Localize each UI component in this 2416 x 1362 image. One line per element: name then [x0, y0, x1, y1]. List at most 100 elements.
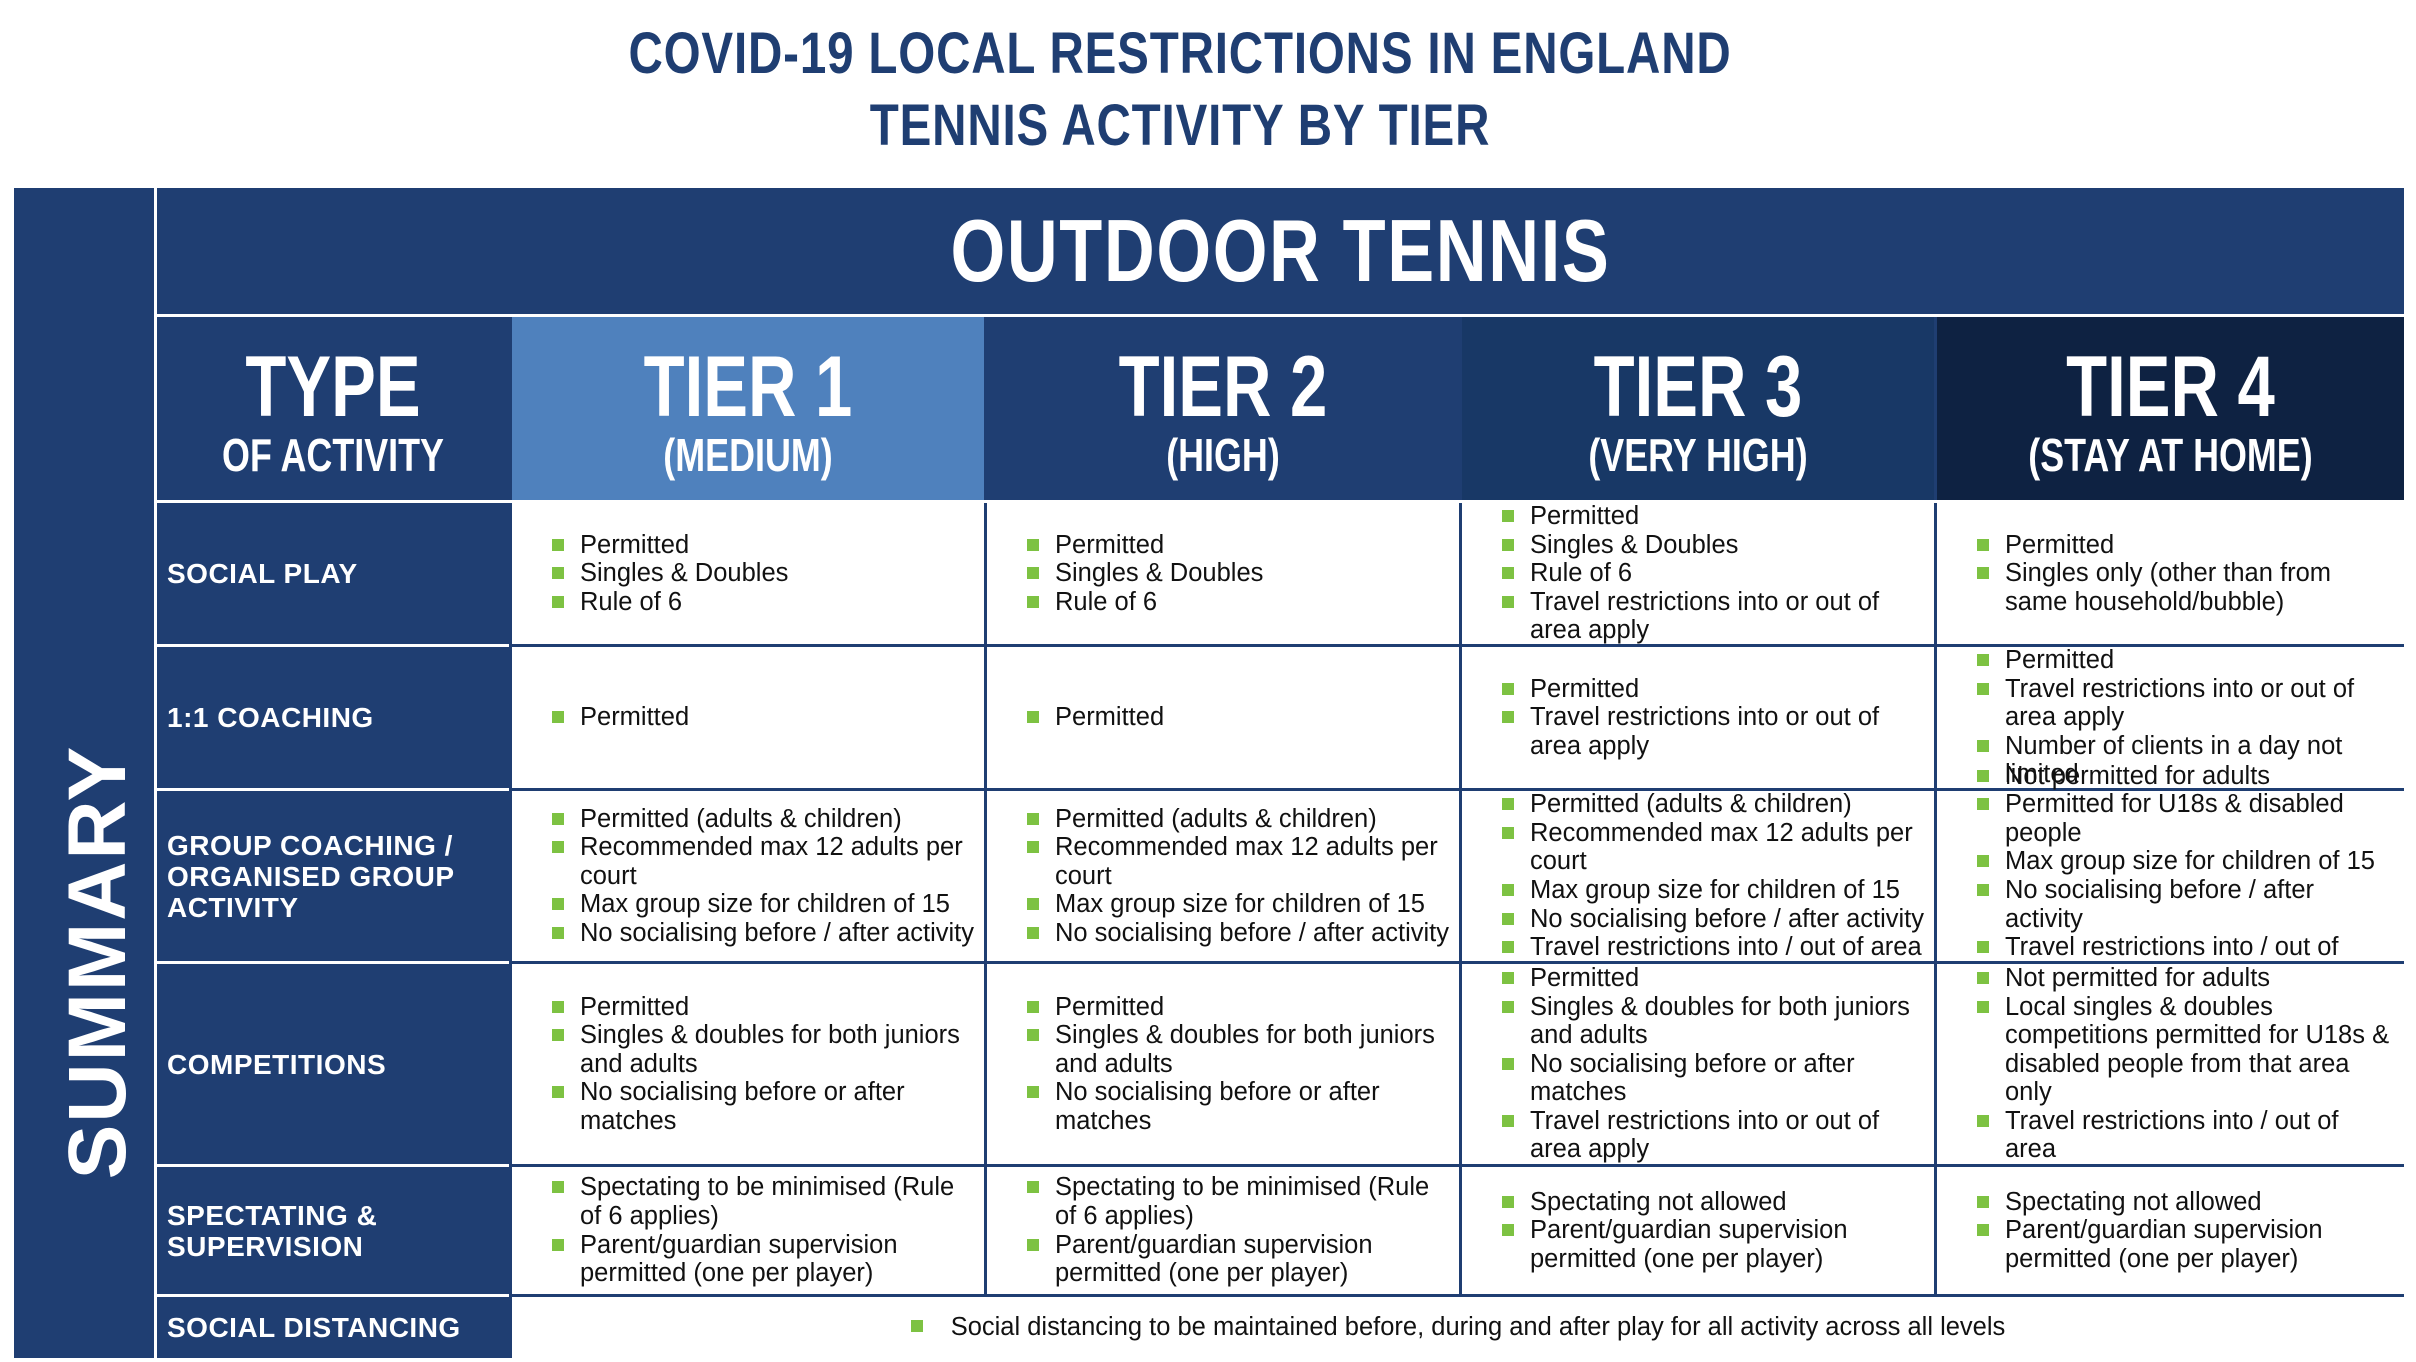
list-item: Parent/guardian supervision permitted (o… [1025, 1231, 1449, 1288]
list-item: Singles & doubles for both juniors and a… [1025, 1021, 1449, 1078]
list-item: Max group size for children of 15 [1025, 890, 1449, 919]
column-header-subtitle: (STAY AT HOME) [2028, 429, 2313, 481]
list-item: Max group size for children of 15 [550, 890, 974, 919]
column-header-1: TIER 1 (MEDIUM) [512, 317, 984, 500]
summary-label: SUMMARY [52, 744, 143, 1180]
list-item: Spectating not allowed [1975, 1188, 2394, 1217]
table-cell-tier-1: Spectating to be minimised (Rule of 6 ap… [512, 1167, 984, 1294]
list-item: Singles & Doubles [1025, 559, 1263, 588]
column-header-subtitle: OF ACTIVITY [222, 429, 444, 481]
list-item: Number of clients in a day not limited [1975, 732, 2394, 789]
list-item: Permitted [1500, 964, 1924, 993]
list-item: Permitted for U18s & disabled people [1975, 790, 2394, 847]
page-subtitle: TENNIS ACTIVITY BY TIER [869, 93, 1491, 158]
restriction-list: Permitted [550, 703, 689, 732]
list-item: Travel restrictions into or out of area … [1500, 703, 1924, 760]
list-item: Permitted [1500, 675, 1924, 704]
restriction-list: Permitted Singles & doubles for both juni… [550, 993, 974, 1136]
restriction-list: Not permitted for adults Local singles & … [1975, 964, 2394, 1164]
list-item: Parent/guardian supervision permitted (o… [1975, 1216, 2394, 1273]
table-cell-tier-2: Permitted (adults & children) Recommended… [987, 791, 1459, 961]
table-cell-tier-2: Permitted Singles & doubles for both juni… [987, 964, 1459, 1164]
list-item: Travel restrictions into or out of area … [1500, 1107, 1924, 1164]
column-header-title: TIER 3 [1593, 339, 1803, 435]
column-header-title: TYPE [245, 339, 421, 435]
list-item: Not permitted for adults [1975, 762, 2394, 791]
list-item: No socialising before or after matches [550, 1078, 974, 1135]
list-item: Permitted [550, 531, 788, 560]
divider [157, 500, 2404, 503]
table-cell-tier-1: Permitted [512, 647, 984, 788]
list-item: Permitted [1025, 703, 1164, 732]
list-item: Rule of 6 [550, 588, 788, 617]
list-item: Travel restrictions into / out of area [1975, 1107, 2394, 1164]
list-item: Permitted [1975, 646, 2394, 675]
column-header-subtitle: (MEDIUM) [663, 429, 833, 481]
restriction-list: Permitted (adults & children) Recommended… [1500, 790, 1924, 962]
table-cell-tier-4: Permitted Travel restrictions into or out… [1937, 646, 2404, 789]
restriction-list: Spectating not allowed Parent/guardian su… [1975, 1188, 2394, 1274]
divider [157, 788, 509, 791]
restriction-list: Permitted (adults & children) Recommended… [1025, 805, 1449, 948]
restriction-list: Permitted Travel restrictions into or out… [1500, 675, 1924, 761]
list-item: Travel restrictions into or out of area … [1500, 588, 1924, 645]
row-label: 1:1 COACHING [167, 702, 374, 733]
restriction-list: Permitted [1025, 703, 1164, 732]
list-item: No socialising before or after matches [1500, 1050, 1924, 1107]
list-item: Singles & doubles for both juniors and a… [1500, 993, 1924, 1050]
list-item: Permitted (adults & children) [550, 805, 974, 834]
list-item: Max group size for children of 15 [1500, 876, 1924, 905]
table-cell-tier-4: Permitted Singles only (other than from s… [1937, 503, 2404, 644]
divider [154, 188, 157, 1358]
restriction-list: Not permitted for adults Permitted for U1… [1975, 762, 2394, 991]
table-cell-tier-4: Spectating not allowed Parent/guardian su… [1937, 1167, 2404, 1294]
list-item: Singles & doubles for both juniors and a… [550, 1021, 974, 1078]
row-label: COMPETITIONS [167, 1048, 387, 1080]
list-item: Rule of 6 [1025, 588, 1263, 617]
column-header-2: TIER 2 (HIGH) [987, 317, 1459, 500]
restriction-list: Permitted Singles & doubles for both juni… [1025, 993, 1449, 1136]
list-item: Permitted [550, 993, 974, 1022]
table-cell-tier-2: Spectating to be minimised (Rule of 6 ap… [987, 1167, 1459, 1294]
row-label: GROUP COACHING / ORGANISED GROUP ACTIVIT… [167, 829, 455, 923]
section-heading: OUTDOOR TENNIS [950, 201, 1611, 300]
list-item: No socialising before or after matches [1025, 1078, 1449, 1135]
table-cell-tier-3: Permitted Travel restrictions into or out… [1462, 647, 1934, 788]
column-header-0: TYPE OF ACTIVITY [157, 317, 509, 500]
table-cell-tier-4: Not permitted for adults Permitted for U1… [1937, 762, 2404, 990]
restriction-list: Permitted Singles only (other than from s… [1975, 531, 2394, 617]
restriction-list: Permitted Singles & doubles for both juni… [1500, 964, 1924, 1164]
restriction-list: Permitted Singles & Doubles Rule of 6 Trave… [1500, 502, 1924, 645]
table-cell-tier-2: Permitted Singles & Doubles Rule of 6 [987, 503, 1459, 644]
table-cell-tier-3: Permitted Singles & doubles for both juni… [1462, 964, 1934, 1164]
column-header-4: TIER 4 (STAY AT HOME) [1937, 317, 2404, 500]
list-item: No socialising before / after activity [1025, 919, 1449, 948]
list-item: Singles only (other than from same house… [1975, 559, 2394, 616]
row-label: SOCIAL PLAY [167, 558, 358, 589]
restriction-list: Spectating to be minimised (Rule of 6 ap… [1025, 1173, 1449, 1287]
column-header-3: TIER 3 (VERY HIGH) [1462, 317, 1934, 500]
table-cell-tier-1: Permitted Singles & doubles for both juni… [512, 964, 984, 1164]
list-item: Spectating to be minimised (Rule of 6 ap… [550, 1173, 974, 1230]
list-item: Permitted (adults & children) [1025, 805, 1449, 834]
row-label-social-distancing: SOCIAL DISTANCING [167, 1312, 461, 1343]
list-item: Permitted [1975, 531, 2394, 560]
column-header-title: TIER 2 [1118, 339, 1328, 435]
list-item: Recommended max 12 adults per court [550, 833, 974, 890]
list-item: No socialising before / after activity [1500, 905, 1924, 934]
column-header-title: TIER 1 [643, 339, 853, 435]
list-item: No socialising before / after activity [1975, 876, 2394, 933]
list-item: Spectating not allowed [1500, 1188, 1924, 1217]
list-item: Travel restrictions into or out of area … [1975, 675, 2394, 732]
divider [157, 1294, 509, 1297]
restriction-list: Spectating to be minimised (Rule of 6 ap… [550, 1173, 974, 1287]
list-item: Not permitted for adults [1975, 964, 2394, 993]
list-item: Permitted (adults & children) [1500, 790, 1924, 819]
list-item: Permitted [1025, 531, 1263, 560]
list-item: Singles & Doubles [550, 559, 788, 588]
list-item: Recommended max 12 adults per court [1025, 833, 1449, 890]
column-header-subtitle: (VERY HIGH) [1588, 429, 1808, 481]
restriction-list: Spectating not allowed Parent/guardian su… [1500, 1188, 1924, 1274]
divider [157, 1164, 509, 1167]
page-title: COVID-19 LOCAL RESTRICTIONS IN ENGLAND [628, 21, 1732, 86]
